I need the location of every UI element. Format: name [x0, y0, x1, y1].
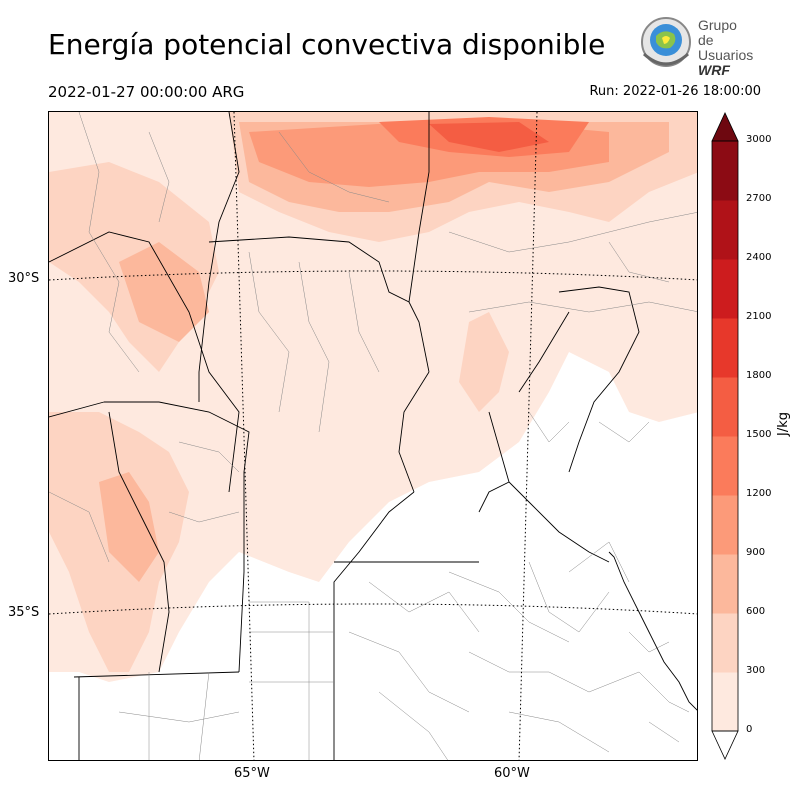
lon-label-65w: 65°W — [234, 766, 270, 781]
colorbar-band — [712, 259, 738, 319]
colorbar-band — [712, 554, 738, 614]
colorbar-tick-label: 3000 — [746, 134, 772, 145]
colorbar-band — [712, 672, 738, 732]
colorbar-extend-min — [711, 730, 739, 760]
colorbar-band — [712, 318, 738, 378]
map-title: Energía potencial convectiva disponible — [48, 28, 606, 61]
colorbar-tick-label: 1800 — [746, 370, 772, 381]
cape-shading — [49, 112, 697, 682]
cape-area-600b — [119, 242, 209, 342]
colorbar-unit: J/kg — [776, 412, 791, 436]
colorbar-tick-label: 0 — [746, 724, 753, 735]
colorbar-scale — [711, 112, 739, 760]
cape-map — [48, 111, 698, 761]
colorbar-tick-label: 2100 — [746, 311, 772, 322]
colorbar-tick-label: 2700 — [746, 193, 772, 204]
colorbar-tick-label: 900 — [746, 547, 766, 558]
province-boundaries — [49, 112, 640, 760]
cape-area-300d — [459, 312, 509, 412]
globe-icon — [641, 17, 691, 67]
logo-line1: Grupo de — [698, 17, 737, 48]
lat-label-30s: 30°S — [8, 271, 40, 286]
logo-line2: Usuarios — [698, 47, 754, 63]
cape-area-1500 — [429, 122, 549, 152]
map-canvas — [49, 112, 697, 760]
valid-time: 2022-01-27 00:00:00 ARG — [48, 83, 245, 101]
colorbar-band — [712, 436, 738, 496]
run-time: Run: 2022-01-26 18:00:00 — [589, 84, 761, 99]
colorbar — [710, 111, 740, 761]
department-boundaries — [49, 112, 697, 760]
coastline — [608, 551, 697, 711]
cape-area-600c — [99, 472, 159, 582]
logo-line3: WRF — [698, 62, 730, 78]
colorbar-tick-label: 1500 — [746, 429, 772, 440]
lon-label-60w: 60°W — [494, 766, 530, 781]
colorbar-band — [712, 377, 738, 437]
colorbar-band — [712, 495, 738, 555]
colorbar-tick-label: 300 — [746, 665, 766, 676]
wrf-logo: Grupo de Usuarios WRF — [636, 14, 756, 78]
colorbar-tick-label: 2400 — [746, 252, 772, 263]
colorbar-tick-label: 600 — [746, 606, 766, 617]
colorbar-band — [712, 200, 738, 260]
colorbar-extend-max — [711, 112, 739, 142]
colorbar-band — [712, 613, 738, 673]
colorbar-tick-label: 1200 — [746, 488, 772, 499]
colorbar-band — [712, 141, 738, 201]
colorbar-frame — [711, 140, 739, 732]
graticule — [49, 112, 697, 760]
lat-label-35s: 35°S — [8, 605, 40, 620]
